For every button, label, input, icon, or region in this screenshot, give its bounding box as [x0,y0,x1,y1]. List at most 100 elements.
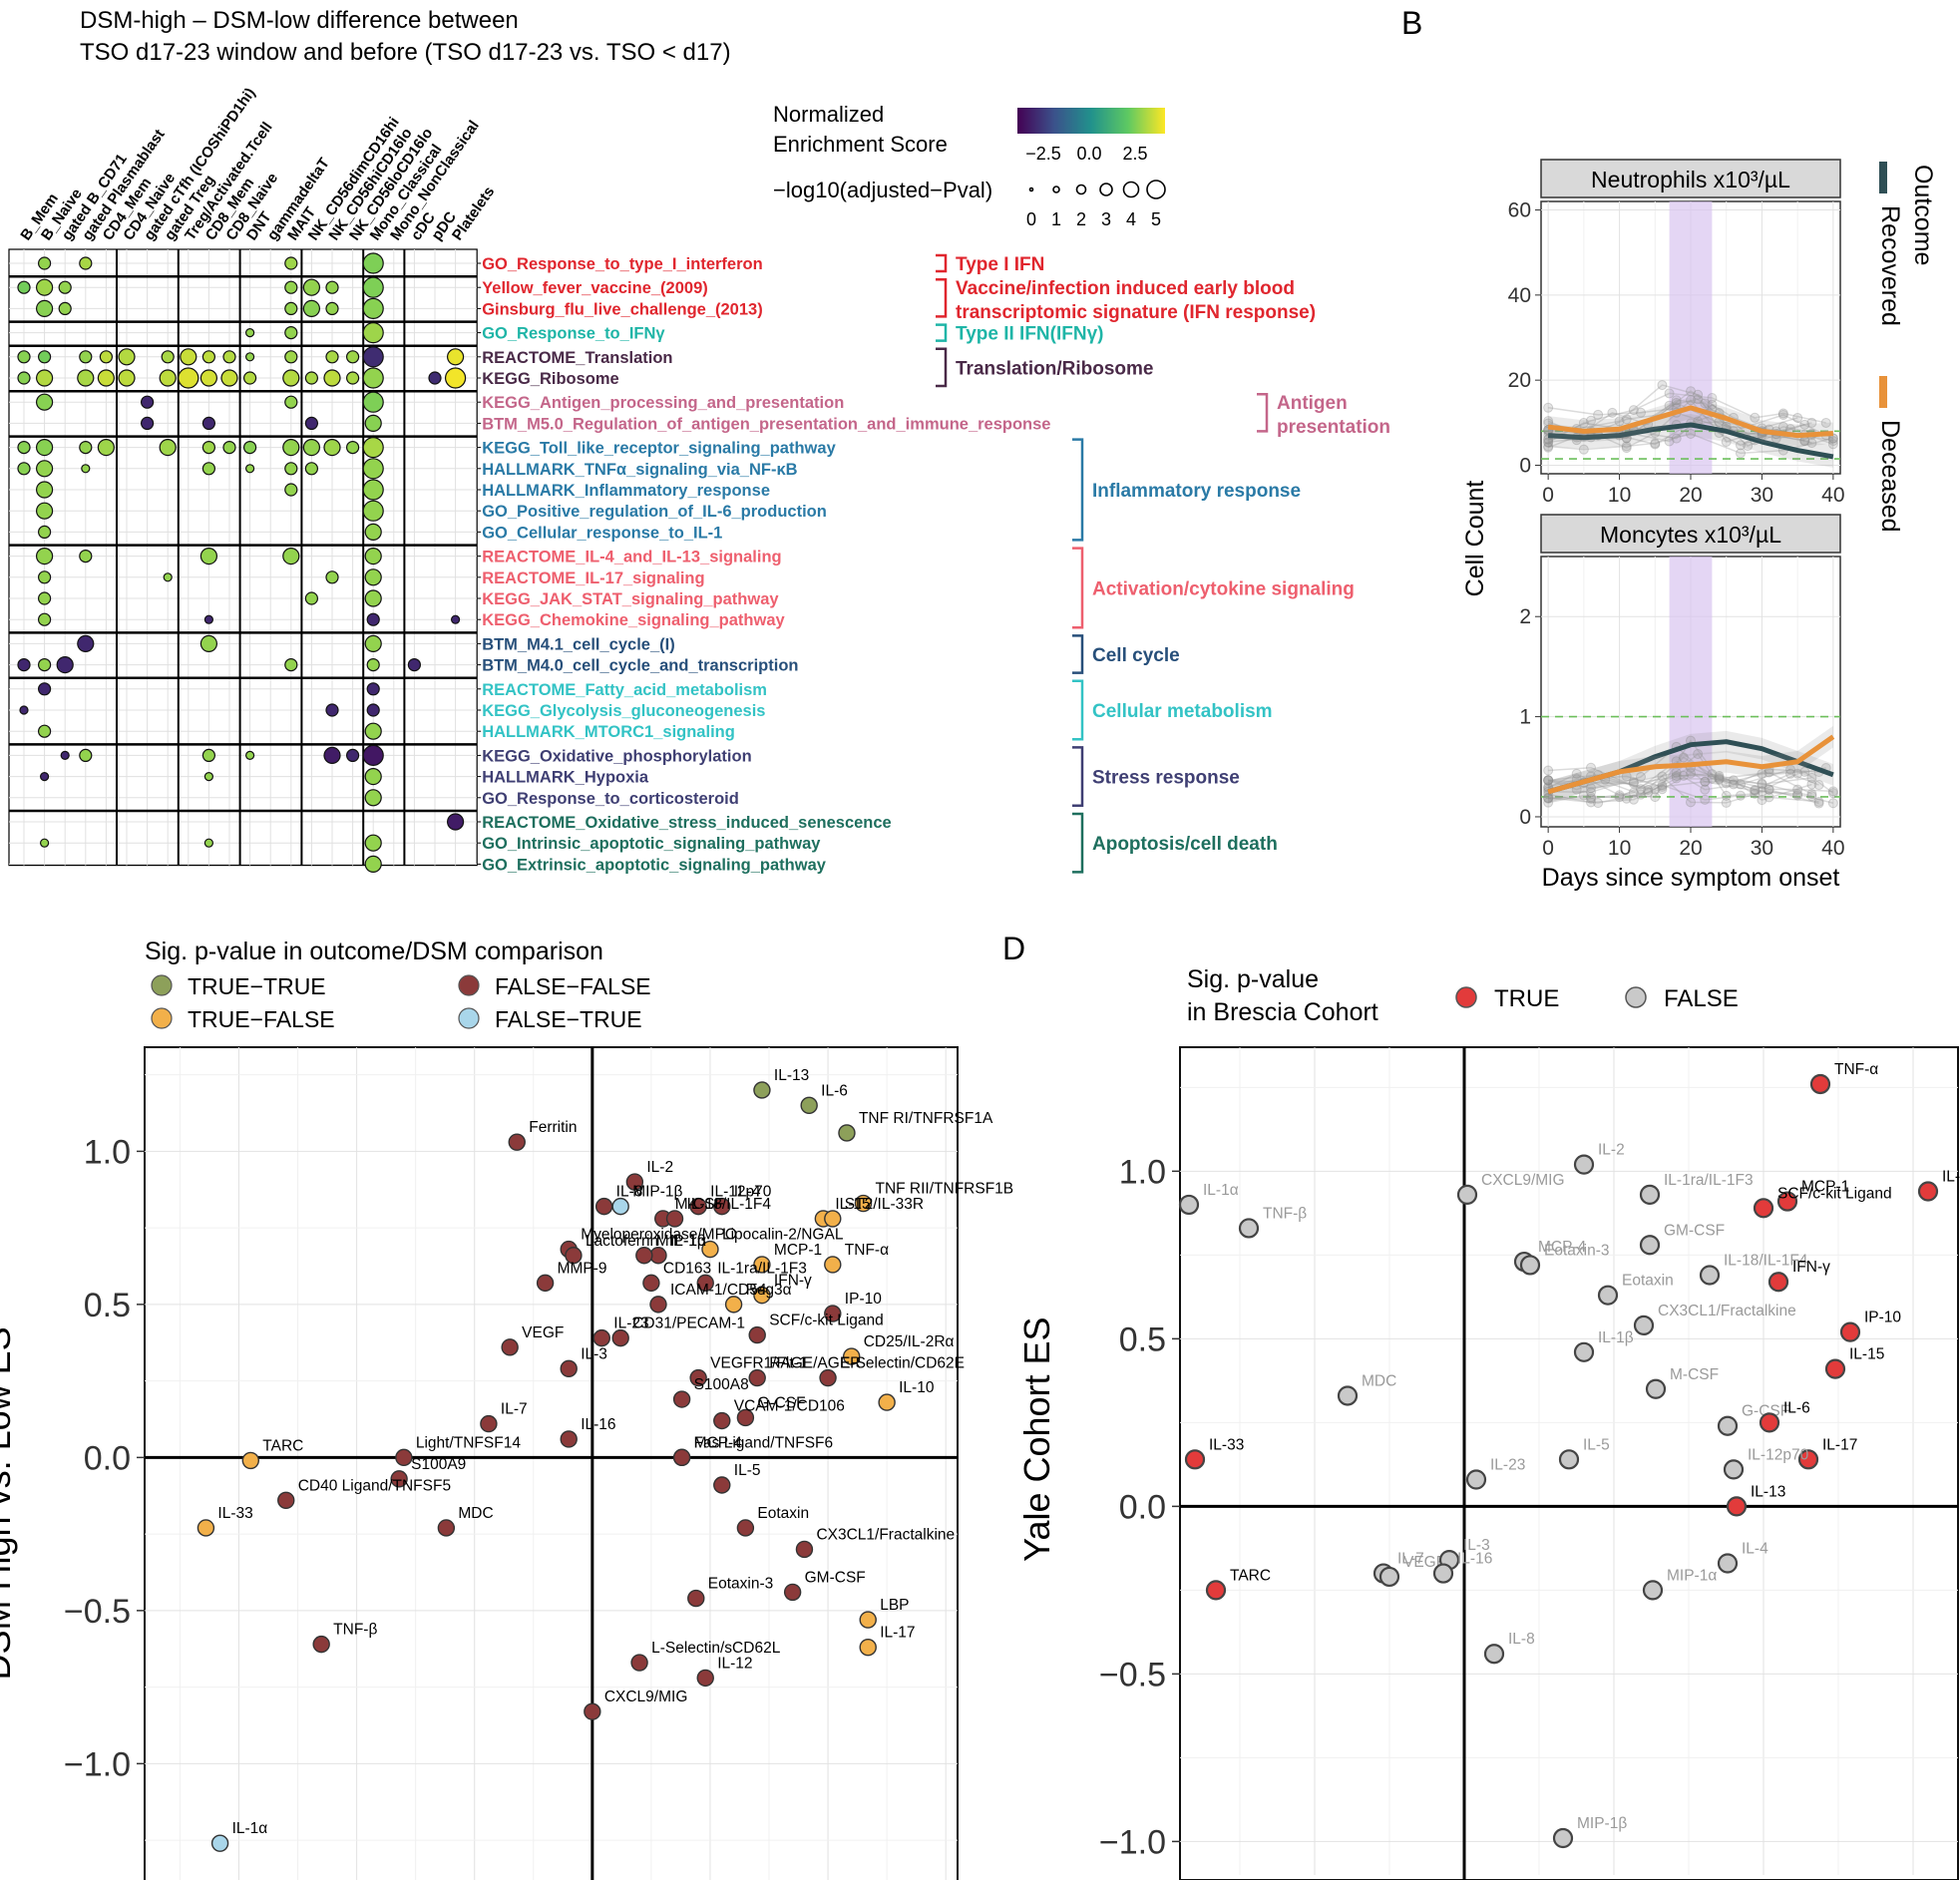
cytokine-label: IL-7 [1397,1551,1424,1568]
cytokine-label: IL-8 [1508,1631,1535,1648]
enrichment-dot [35,460,54,478]
cytokine-label: IL-12p70 [1748,1446,1809,1463]
sample-trajectory [1547,739,1812,798]
cytokine-label: IL-8 [616,1184,643,1201]
enrichment-dot [201,462,215,476]
sample-point [1750,784,1761,795]
cytokine-label: MCP-1 [774,1242,822,1259]
cytokine-point [1558,1449,1580,1470]
enrichment-dot [17,371,31,385]
enrichment-dot [364,523,382,542]
enrichment-dot [141,395,155,409]
enrichment-dot [325,350,339,364]
panel-a-title-2: TSO d17-23 window and before (TSO d17-23… [80,39,731,66]
cytokine-point [1573,1154,1595,1175]
cytokine-point [584,1702,601,1720]
enrichment-dot [35,481,54,499]
group-legend-label: FALSE−FALSE [495,973,651,999]
cytokine-label: G-CSF [1742,1403,1789,1420]
enrichment-dot [243,371,257,385]
cytokine-point [878,1393,896,1411]
sample-point [1743,441,1754,452]
y-tick-label: −1.0 [64,1745,131,1783]
enrichment-dot [362,479,384,501]
panel-c-legend-title: Sig. p-value in outcome/DSM comparison [145,938,603,965]
cytokine-point [795,1540,814,1559]
enrichment-dot [362,252,384,274]
row-label: GO_Response_to_corticosteroid [482,790,739,808]
sample-trajectory [1547,772,1833,804]
cytokine-label: Ferritin [529,1119,577,1136]
group-label: Stress response [1092,768,1240,789]
cytokine-point [1767,1272,1789,1293]
cytokine-label: IL-33 [217,1505,252,1522]
x-tick-label: 30 [1751,837,1773,860]
enrichment-dot [37,525,52,540]
enrichment-dot [325,280,339,294]
group-label: Activation/cytokine signaling [1092,578,1355,599]
y-tick-label: 1 [1519,706,1531,729]
cytokine-label: IL-13 [1751,1483,1785,1500]
enrichment-dot [243,441,257,455]
sample-point [1636,784,1646,795]
cytokine-label: SCF/c-kit Ligand [769,1313,884,1329]
cytokine-point [1465,1469,1487,1490]
sample-point [1657,380,1668,391]
cytokine-label: MIP-1β [1577,1815,1627,1832]
enrichment-dot [39,838,50,848]
sample-point [1714,771,1725,782]
enrichment-dot [35,547,54,565]
enrichment-dot [284,326,298,340]
facet-title: Moncytes x10³/µL [1600,522,1781,548]
cytokine-label: Fas Ligand/TNFSF6 [694,1434,834,1451]
sample-point [1650,438,1661,449]
row-label: GO_Response_to_type_I_interferon [482,255,763,273]
sample-point [1671,397,1682,408]
enrichment-dot [17,462,31,476]
cytokine-point [536,1274,555,1293]
sample-trajectory [1548,775,1819,805]
sample-trajectory [1548,745,1812,797]
enrichment-dot [325,703,339,717]
cytokine-point [1519,1255,1541,1276]
enrichment-dot [346,441,360,455]
cytokine-label: VCAM-1/CD106 [734,1398,845,1415]
cytokine-point [687,1589,705,1608]
cytokine-label: IP-10 [845,1291,882,1308]
cytokine-point [753,1286,771,1305]
y-tick-label: 0.0 [1119,1488,1166,1526]
pval-legend-circle [1052,186,1060,193]
cytokine-label: GM-CSF [805,1569,866,1586]
cytokine-label: TNF-α [845,1242,889,1259]
sample-point [1714,772,1725,783]
sample-point [1777,421,1788,432]
y-tick-label: 0 [1519,454,1531,477]
cytokine-point [1178,1194,1200,1216]
enrichment-dot [159,369,177,387]
sig-legend-label: FALSE [1664,985,1739,1012]
group-label: Type I IFN [956,254,1044,275]
column-label: Platelets [449,184,498,243]
cytokine-label: CX3CL1/Fractalkine [1658,1303,1796,1319]
x-tick-label: 40 [1821,484,1844,507]
panel-d-legend-title: Sig. p-value [1187,965,1319,993]
sample-point [1586,787,1596,798]
enrichment-dot [284,483,298,497]
enrichment-dot [284,280,298,294]
enrichment-dot [118,369,136,387]
cytokine-label: IL-18/IL-1F4 [1724,1253,1808,1270]
enrichment-dot [346,748,360,763]
sample-point [1586,783,1596,794]
enrichment-dot [362,367,384,389]
cytokine-label: VEGF [522,1324,564,1341]
group-label: transcriptomic signature (IFN response) [956,302,1316,323]
panel-d: D Sig. p-value in Brescia Cohort TRUE FALSE T… [1002,931,1960,1880]
sample-point [1736,448,1746,459]
enrichment-dot [222,441,236,455]
y-tick-label: 0.5 [84,1287,131,1324]
row-label: REACTOME_IL-17_signaling [482,569,704,587]
cytokine-point [594,1197,613,1216]
row-label: GO_Intrinsic_apoptotic_signaling_pathway [482,835,821,853]
sample-point [1628,777,1639,788]
cytokine-point [724,1296,743,1314]
